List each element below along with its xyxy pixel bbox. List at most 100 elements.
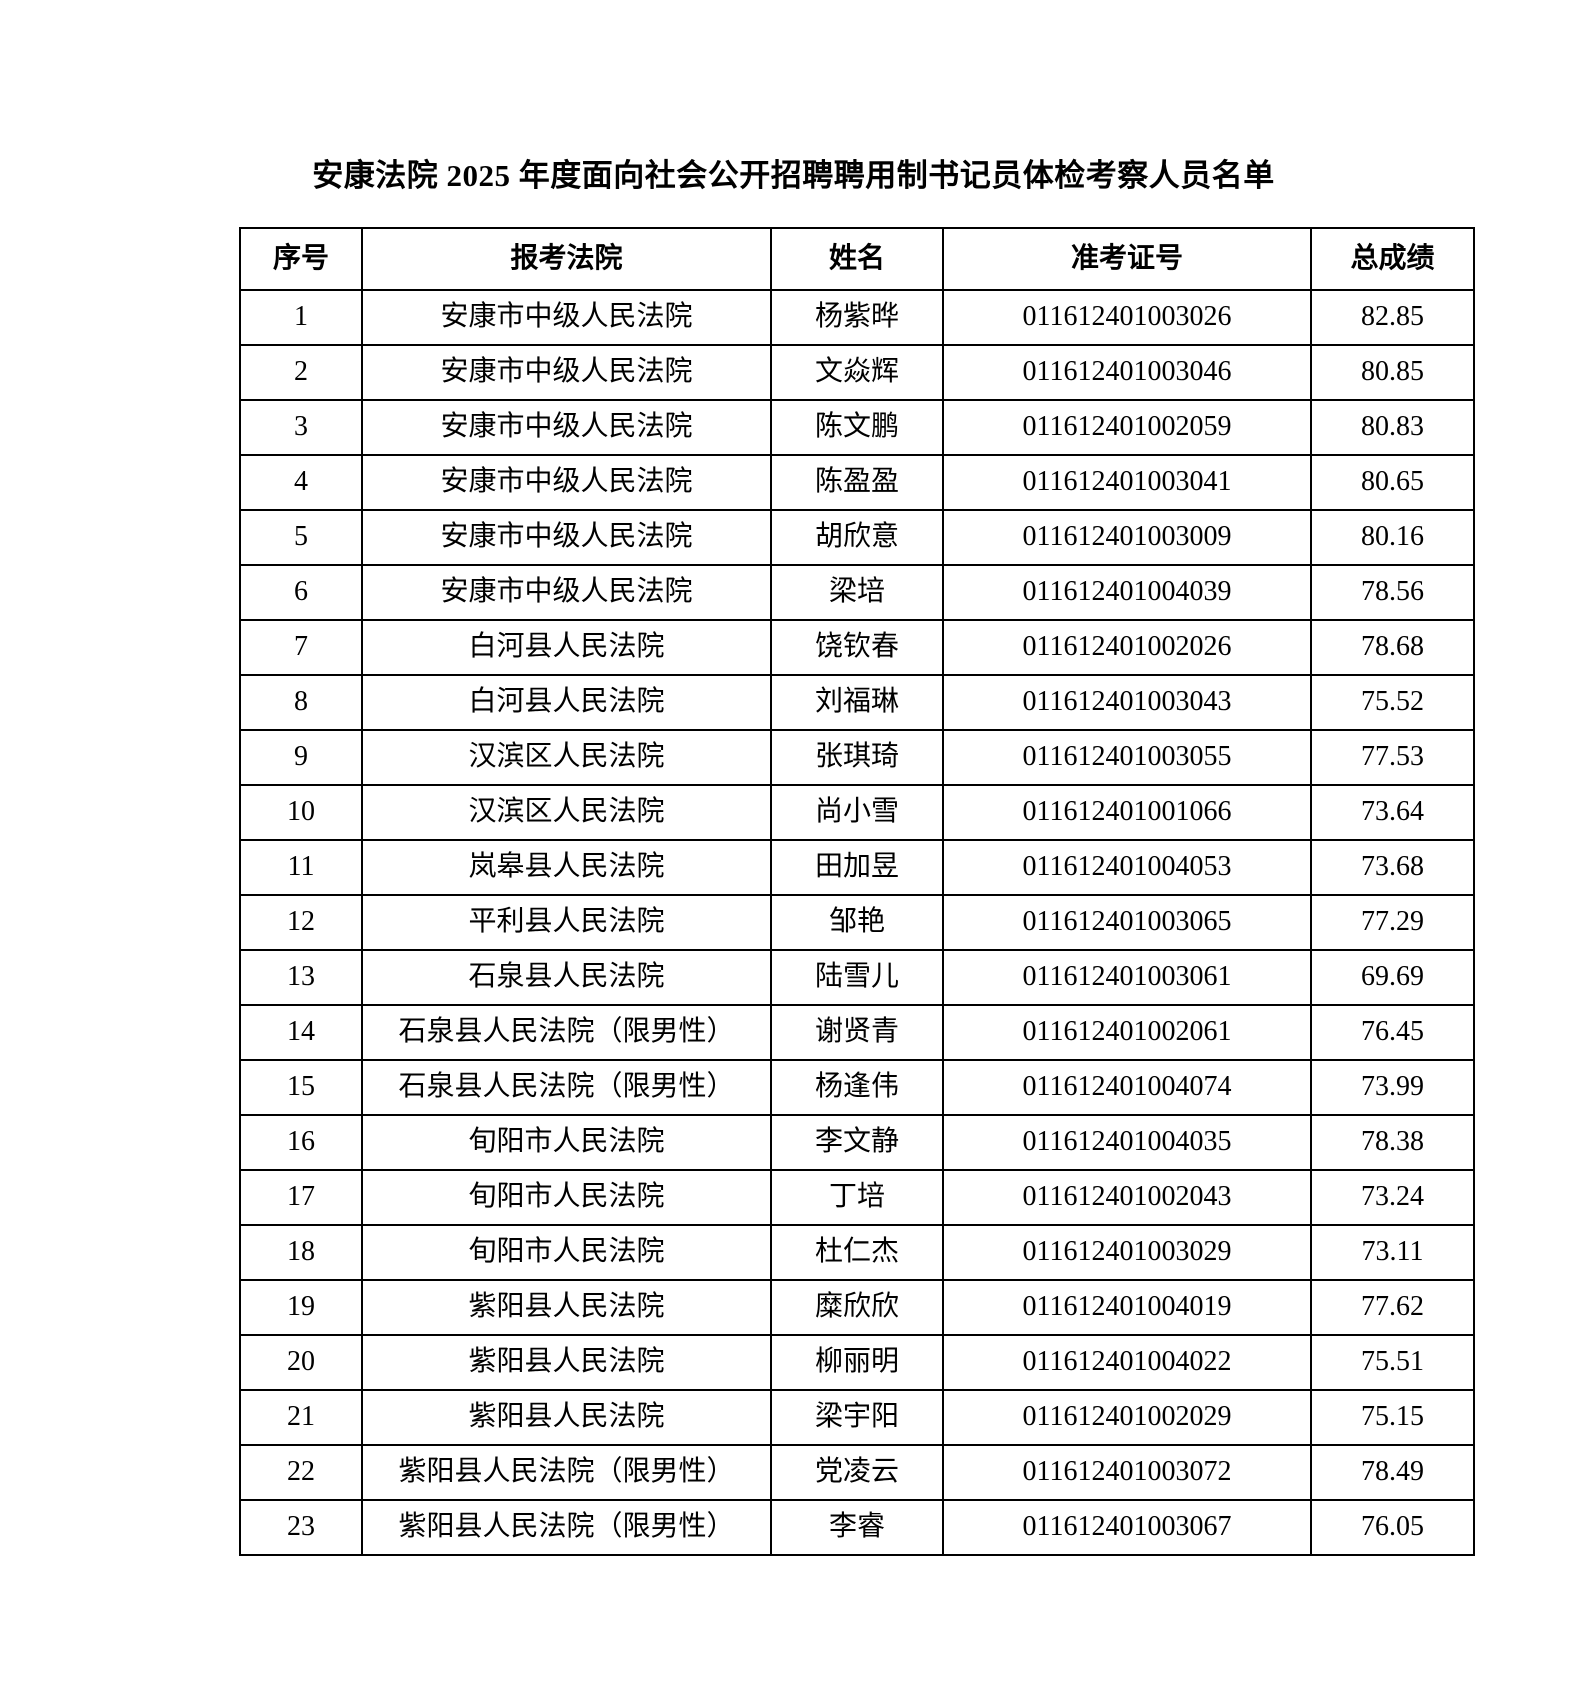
- index-cell: 21: [239, 1389, 363, 1446]
- table-row: 12 平利县人民法院 邹艳 011612401003065 77.29: [239, 894, 1475, 951]
- index-cell: 22: [239, 1444, 363, 1501]
- ticket-cell: 011612401004019: [942, 1279, 1312, 1336]
- ticket-cell: 011612401002043: [942, 1169, 1312, 1226]
- ticket-cell: 011612401003046: [942, 344, 1312, 401]
- ticket-cell: 011612401002029: [942, 1389, 1312, 1446]
- score-cell: 76.05: [1310, 1499, 1475, 1556]
- name-cell: 陈盈盈: [770, 454, 944, 511]
- index-cell: 17: [239, 1169, 363, 1226]
- ticket-cell: 011612401004074: [942, 1059, 1312, 1116]
- index-cell: 1: [239, 289, 363, 346]
- court-cell: 汉滨区人民法院: [361, 729, 772, 786]
- court-cell: 岚皋县人民法院: [361, 839, 772, 896]
- name-cell: 胡欣意: [770, 509, 944, 566]
- name-cell: 饶钦春: [770, 619, 944, 676]
- name-cell: 张琪琦: [770, 729, 944, 786]
- table-row: 17 旬阳市人民法院 丁培 011612401002043 73.24: [239, 1169, 1475, 1226]
- index-cell: 16: [239, 1114, 363, 1171]
- score-cell: 75.51: [1310, 1334, 1475, 1391]
- table-row: 20 紫阳县人民法院 柳丽明 011612401004022 75.51: [239, 1334, 1475, 1391]
- index-cell: 18: [239, 1224, 363, 1281]
- table-row: 8 白河县人民法院 刘福琳 011612401003043 75.52: [239, 674, 1475, 731]
- court-cell: 安康市中级人民法院: [361, 399, 772, 456]
- name-cell: 梁培: [770, 564, 944, 621]
- ticket-cell: 011612401004039: [942, 564, 1312, 621]
- score-cell: 78.68: [1310, 619, 1475, 676]
- ticket-cell: 011612401002061: [942, 1004, 1312, 1061]
- score-cell: 75.52: [1310, 674, 1475, 731]
- name-cell: 田加昱: [770, 839, 944, 896]
- ticket-cell: 011612401003061: [942, 949, 1312, 1006]
- personnel-table: 序号 报考法院 姓名 准考证号 总成绩 1 安康市中级人民法院 杨紫晔 0116…: [239, 227, 1475, 1556]
- table-row: 10 汉滨区人民法院 尚小雪 011612401001066 73.64: [239, 784, 1475, 841]
- name-cell: 陈文鹏: [770, 399, 944, 456]
- index-cell: 9: [239, 729, 363, 786]
- index-cell: 11: [239, 839, 363, 896]
- ticket-cell: 011612401003009: [942, 509, 1312, 566]
- ticket-cell: 011612401002059: [942, 399, 1312, 456]
- table-row: 9 汉滨区人民法院 张琪琦 011612401003055 77.53: [239, 729, 1475, 786]
- table-row: 19 紫阳县人民法院 糜欣欣 011612401004019 77.62: [239, 1279, 1475, 1336]
- index-cell: 3: [239, 399, 363, 456]
- name-cell: 刘福琳: [770, 674, 944, 731]
- court-cell: 旬阳市人民法院: [361, 1169, 772, 1226]
- table-row: 23 紫阳县人民法院（限男性） 李睿 011612401003067 76.05: [239, 1499, 1475, 1556]
- table-row: 18 旬阳市人民法院 杜仁杰 011612401003029 73.11: [239, 1224, 1475, 1281]
- score-cell: 73.68: [1310, 839, 1475, 896]
- score-cell: 82.85: [1310, 289, 1475, 346]
- name-cell: 杜仁杰: [770, 1224, 944, 1281]
- table-row: 11 岚皋县人民法院 田加昱 011612401004053 73.68: [239, 839, 1475, 896]
- table-row: 5 安康市中级人民法院 胡欣意 011612401003009 80.16: [239, 509, 1475, 566]
- name-cell: 杨紫晔: [770, 289, 944, 346]
- score-cell: 73.99: [1310, 1059, 1475, 1116]
- table-row: 1 安康市中级人民法院 杨紫晔 011612401003026 82.85: [239, 289, 1475, 346]
- score-cell: 78.49: [1310, 1444, 1475, 1501]
- court-cell: 平利县人民法院: [361, 894, 772, 951]
- ticket-cell: 011612401003072: [942, 1444, 1312, 1501]
- name-cell: 杨逢伟: [770, 1059, 944, 1116]
- score-cell: 75.15: [1310, 1389, 1475, 1446]
- score-cell: 80.85: [1310, 344, 1475, 401]
- court-cell: 紫阳县人民法院: [361, 1279, 772, 1336]
- ticket-cell: 011612401002026: [942, 619, 1312, 676]
- ticket-cell: 011612401003026: [942, 289, 1312, 346]
- court-cell: 汉滨区人民法院: [361, 784, 772, 841]
- index-cell: 10: [239, 784, 363, 841]
- court-cell: 安康市中级人民法院: [361, 454, 772, 511]
- court-cell: 石泉县人民法院（限男性）: [361, 1059, 772, 1116]
- table-row: 13 石泉县人民法院 陆雪儿 011612401003061 69.69: [239, 949, 1475, 1006]
- court-cell: 紫阳县人民法院（限男性）: [361, 1444, 772, 1501]
- court-cell: 旬阳市人民法院: [361, 1224, 772, 1281]
- index-cell: 20: [239, 1334, 363, 1391]
- index-cell: 14: [239, 1004, 363, 1061]
- header-row: 序号 报考法院 姓名 准考证号 总成绩: [239, 227, 1475, 291]
- header-cell-court: 报考法院: [361, 227, 772, 291]
- court-cell: 安康市中级人民法院: [361, 289, 772, 346]
- page-title: 安康法院 2025 年度面向社会公开招聘聘用制书记员体检考察人员名单: [312, 158, 1275, 193]
- table-row: 7 白河县人民法院 饶钦春 011612401002026 78.68: [239, 619, 1475, 676]
- table-row: 4 安康市中级人民法院 陈盈盈 011612401003041 80.65: [239, 454, 1475, 511]
- court-cell: 安康市中级人民法院: [361, 564, 772, 621]
- name-cell: 文焱辉: [770, 344, 944, 401]
- index-cell: 6: [239, 564, 363, 621]
- name-cell: 梁宇阳: [770, 1389, 944, 1446]
- name-cell: 谢贤青: [770, 1004, 944, 1061]
- index-cell: 8: [239, 674, 363, 731]
- score-cell: 80.83: [1310, 399, 1475, 456]
- header-cell-score: 总成绩: [1310, 227, 1475, 291]
- table-row: 16 旬阳市人民法院 李文静 011612401004035 78.38: [239, 1114, 1475, 1171]
- index-cell: 2: [239, 344, 363, 401]
- name-cell: 丁培: [770, 1169, 944, 1226]
- score-cell: 77.62: [1310, 1279, 1475, 1336]
- name-cell: 党凌云: [770, 1444, 944, 1501]
- table-row: 2 安康市中级人民法院 文焱辉 011612401003046 80.85: [239, 344, 1475, 401]
- header-cell-name: 姓名: [770, 227, 944, 291]
- ticket-cell: 011612401004053: [942, 839, 1312, 896]
- table-row: 6 安康市中级人民法院 梁培 011612401004039 78.56: [239, 564, 1475, 621]
- name-cell: 柳丽明: [770, 1334, 944, 1391]
- header-cell-ticket: 准考证号: [942, 227, 1312, 291]
- court-cell: 安康市中级人民法院: [361, 344, 772, 401]
- name-cell: 邹艳: [770, 894, 944, 951]
- court-cell: 白河县人民法院: [361, 674, 772, 731]
- index-cell: 15: [239, 1059, 363, 1116]
